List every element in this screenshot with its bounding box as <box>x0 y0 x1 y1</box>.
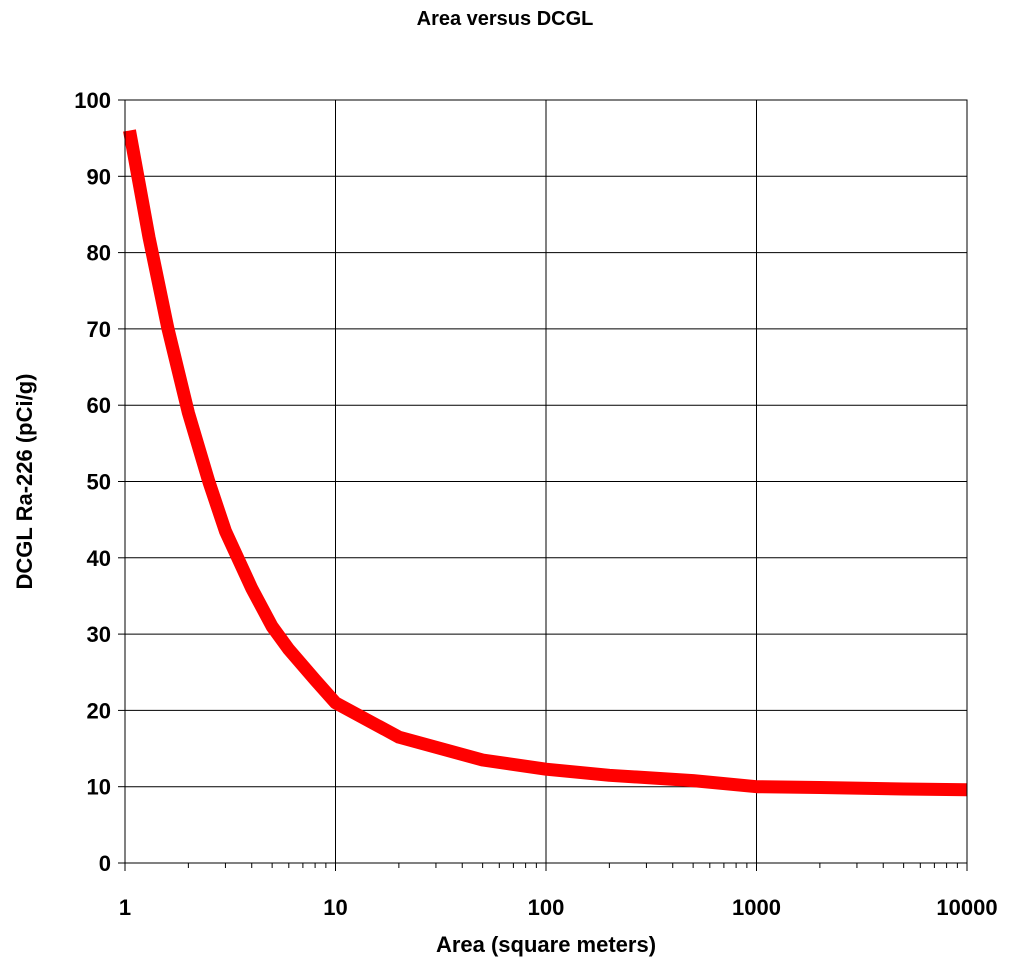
y-axis-label: DCGL Ra-226 (pCi/g) <box>12 374 37 590</box>
x-tick-label: 10000 <box>936 895 997 920</box>
ticks <box>118 99 968 871</box>
y-tick-label: 20 <box>87 698 111 723</box>
y-tick-label: 30 <box>87 622 111 647</box>
grid-lines <box>125 99 967 863</box>
x-tick-label: 100 <box>528 895 565 920</box>
x-axis-label: Area (square meters) <box>436 932 656 957</box>
y-tick-label: 50 <box>87 470 111 495</box>
y-tick-label: 10 <box>87 775 111 800</box>
series-line <box>123 129 968 797</box>
x-tick-label: 1000 <box>732 895 781 920</box>
y-tick-label: 70 <box>87 317 111 342</box>
y-tick-label: 40 <box>87 546 111 571</box>
y-tick-label: 80 <box>87 241 111 266</box>
y-tick-label: 0 <box>99 851 111 876</box>
x-tick-label: 10 <box>323 895 347 920</box>
y-tick-label: 90 <box>87 164 111 189</box>
series-layer <box>123 129 968 797</box>
x-tick-label: 1 <box>119 895 131 920</box>
y-tick-label: 100 <box>74 88 111 113</box>
y-tick-label: 60 <box>87 393 111 418</box>
chart-title: Area versus DCGL <box>416 8 594 30</box>
